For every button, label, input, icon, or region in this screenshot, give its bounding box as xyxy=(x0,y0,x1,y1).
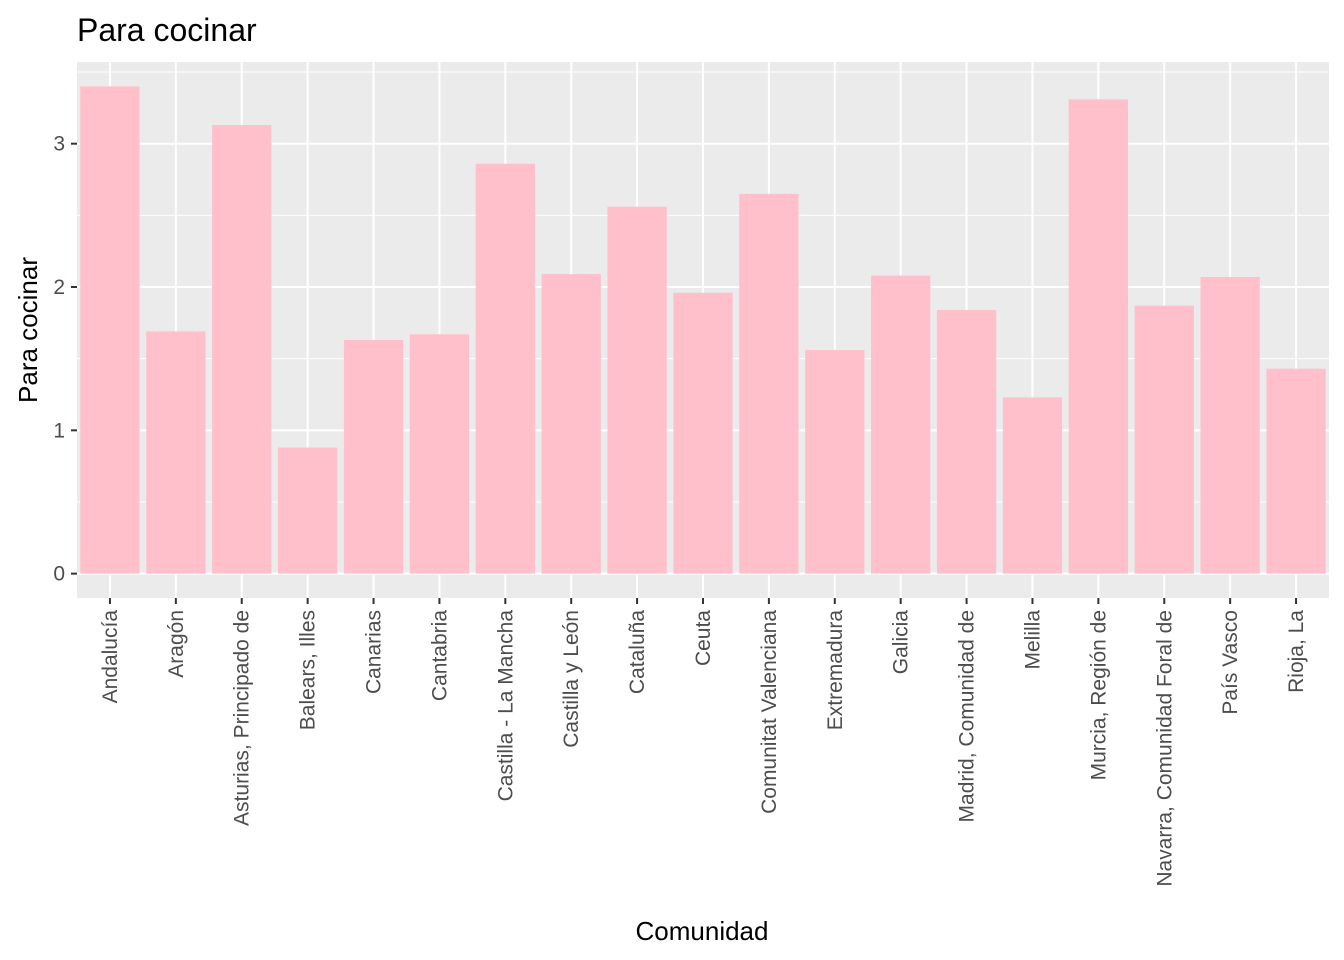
bar xyxy=(1068,99,1129,574)
bar xyxy=(146,331,206,574)
bar xyxy=(1134,305,1194,574)
x-tick-label: Madrid, Comunidad de xyxy=(956,610,979,822)
x-tick-label: Castilla - La Mancha xyxy=(494,610,517,802)
bar xyxy=(936,309,997,574)
x-tick-label: Cantabria xyxy=(428,610,451,701)
bar xyxy=(805,350,865,574)
x-tick-label: Comunitat Valenciana xyxy=(758,610,781,814)
bar xyxy=(739,193,799,574)
x-tick-label: Asturias, Principado de xyxy=(231,610,254,826)
x-tick-label: Balears, Illes xyxy=(297,610,320,730)
bar xyxy=(1266,368,1326,574)
x-tick-label: Castilla y León xyxy=(560,610,583,748)
x-tick-label: Rioja, La xyxy=(1285,610,1308,693)
bar xyxy=(409,334,470,574)
x-tick-label: País Vasco xyxy=(1219,610,1242,715)
x-tick-label: Melilla xyxy=(1021,610,1044,670)
y-axis: 0 1 2 3 xyxy=(53,133,77,586)
x-tick-label: Andalucía xyxy=(99,610,122,704)
bars-group xyxy=(80,86,1326,574)
y-tick-label: 1 xyxy=(53,419,65,442)
bar xyxy=(871,275,931,574)
y-tick-label: 2 xyxy=(53,276,65,299)
bar xyxy=(1200,276,1260,574)
chart-title: Para cocinar xyxy=(77,12,257,48)
bar xyxy=(1002,397,1063,574)
x-tick-label: Navarra, Comunidad Foral de xyxy=(1153,610,1176,887)
bar xyxy=(343,340,404,574)
y-tick-label: 3 xyxy=(53,133,65,156)
y-tick-label: 0 xyxy=(53,563,65,586)
x-tick-label: Extremadura xyxy=(824,610,847,731)
bar xyxy=(80,86,140,574)
y-axis-title: Para cocinar xyxy=(13,257,43,403)
bar xyxy=(607,206,667,574)
x-tick-label: Cataluña xyxy=(626,610,649,694)
x-tick-label: Murcia, Región de xyxy=(1087,610,1110,780)
bar xyxy=(673,292,733,574)
x-tick-label: Aragón xyxy=(165,610,188,678)
x-tick-label: Canarias xyxy=(363,610,386,694)
bar xyxy=(541,274,601,574)
x-axis: Andalucía Aragón Asturias, Principado de Ba… xyxy=(99,598,1308,887)
x-tick-label: Ceuta xyxy=(692,610,715,666)
x-tick-label: Galicia xyxy=(890,610,913,675)
bar xyxy=(277,447,338,574)
bar xyxy=(475,163,535,574)
x-axis-title: Comunidad xyxy=(636,916,769,946)
bar xyxy=(212,125,272,574)
